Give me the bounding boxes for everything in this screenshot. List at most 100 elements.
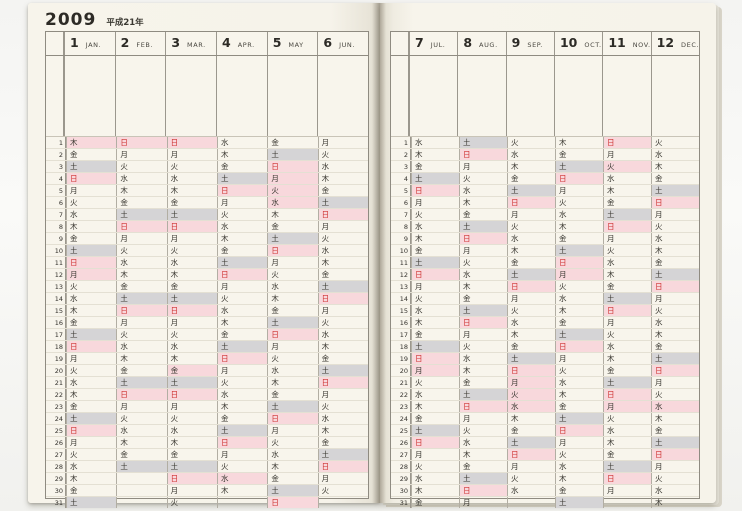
month-header-9: 9 SEP. <box>505 32 554 55</box>
day-cell-m1-d22: 木 <box>66 389 116 400</box>
day-cell-m3-d8: 日 <box>166 221 217 232</box>
day-cell-m3-d28: 土 <box>166 461 217 472</box>
day-cell-m3-d22: 日 <box>166 389 217 400</box>
day-cell-m9-d23: 水 <box>507 401 555 412</box>
day-cell-m6-d12: 金 <box>317 269 368 280</box>
day-number: 21 <box>391 377 411 388</box>
day-number: 28 <box>46 461 66 472</box>
year-header: 2009 平成21年 <box>45 10 144 30</box>
month-number: 7 <box>415 35 424 51</box>
day-cell-m11-d13: 金 <box>603 281 651 292</box>
day-cell-m1-d10: 土 <box>66 245 117 256</box>
day-cell-m6-d13: 土 <box>317 281 368 292</box>
month-abbr: FEB. <box>136 40 154 49</box>
day-cell-m12-d22: 火 <box>651 389 699 400</box>
day-cell-m12-d29: 火 <box>651 473 699 484</box>
day-row-22: 22 水土火木日火 <box>391 389 699 401</box>
day-cell-m6-d4: 木 <box>317 173 368 184</box>
day-cell-m9-d22: 火 <box>507 389 555 400</box>
day-cell-m10-d27: 火 <box>555 449 603 460</box>
day-number: 16 <box>46 317 66 328</box>
day-cell-m6-d24: 水 <box>317 413 368 424</box>
month-header-1: 1 JAN. <box>64 32 115 55</box>
day-cell-m1-d11: 日 <box>66 257 117 268</box>
day-cell-m10-d16: 金 <box>555 317 603 328</box>
day-cell-m4-d6: 月 <box>216 197 267 208</box>
day-cell-m6-d14: 日 <box>317 293 368 304</box>
day-cell-m7-d24: 金 <box>411 413 459 424</box>
notes-cell-month-7 <box>409 56 457 136</box>
day-cell-m4-d4: 土 <box>216 173 268 184</box>
day-cell-empty <box>116 485 166 496</box>
day-cell-m7-d26: 日 <box>411 437 459 448</box>
day-cell-m11-d24: 火 <box>603 413 651 424</box>
day-cell-m2-d13: 金 <box>116 281 166 292</box>
day-row-31: 31 金月 土 木 <box>391 497 699 508</box>
day-cell-m6-d7: 日 <box>317 209 368 220</box>
day-cell-m1-d29: 木 <box>66 473 116 484</box>
day-cell-m7-d16: 木 <box>411 317 459 328</box>
day-cell-m6-d23: 火 <box>317 401 368 412</box>
month-number: 10 <box>559 35 578 51</box>
day-cell-m3-d27: 金 <box>166 449 217 460</box>
day-cell-m6-d8: 月 <box>317 221 368 232</box>
day-cell-m1-d23: 金 <box>66 401 116 412</box>
day-cell-m9-d11: 金 <box>507 257 555 268</box>
day-number: 28 <box>391 461 411 472</box>
day-cell-m4-d7: 火 <box>216 209 267 220</box>
day-cell-m2-d27: 金 <box>116 449 166 460</box>
day-cell-m6-d5: 金 <box>317 185 368 196</box>
day-cell-m8-d4: 火 <box>459 173 507 184</box>
day-cell-m4-d10: 金 <box>216 245 267 256</box>
day-cell-m11-d3: 火 <box>603 161 651 172</box>
day-cell-m8-d16: 日 <box>459 317 507 328</box>
day-number: 7 <box>391 209 411 220</box>
day-cell-m2-d28: 土 <box>116 461 167 472</box>
day-cell-m4-d16: 木 <box>216 317 267 328</box>
day-number: 15 <box>46 305 66 316</box>
month-number: 1 <box>70 35 79 51</box>
day-cell-m10-d23: 金 <box>555 401 603 412</box>
day-cell-m1-d15: 木 <box>66 305 116 316</box>
day-cell-m4-d8: 水 <box>216 221 267 232</box>
day-cell-m5-d7: 木 <box>267 209 317 220</box>
day-cell-m4-d26: 日 <box>216 437 268 448</box>
notes-cell-month-3 <box>165 56 216 136</box>
day-cell-m8-d17: 月 <box>459 329 507 340</box>
day-cell-m2-d21: 土 <box>116 377 167 388</box>
day-cell-m1-d1: 木 <box>66 137 117 148</box>
day-cell-empty <box>603 497 651 508</box>
day-number: 3 <box>391 161 411 172</box>
day-cell-m2-d26: 木 <box>116 437 166 448</box>
day-number: 20 <box>46 365 66 376</box>
day-cell-m4-d20: 月 <box>216 365 267 376</box>
day-number: 4 <box>46 173 66 184</box>
day-cell-m6-d1: 月 <box>317 137 368 148</box>
calendar-table-jan-jun: 1 JAN. 2 FEB. 3 MAR. 4 APR. 5 MAY 6 JUN. 1 木日日水金月 2 金月月… <box>45 31 369 508</box>
day-number: 27 <box>391 449 411 460</box>
day-cell-m8-d28: 金 <box>459 461 507 472</box>
day-row-13: 13 月木日火金日 <box>391 281 699 293</box>
month-abbr: JUL. <box>430 40 446 49</box>
day-cell-m8-d10: 月 <box>459 245 507 256</box>
day-cell-m8-d23: 日 <box>459 401 507 412</box>
day-row-10: 10 金月木土火木 <box>391 245 699 257</box>
day-number: 22 <box>46 389 66 400</box>
day-cell-m9-d8: 火 <box>507 221 555 232</box>
day-number: 6 <box>46 197 66 208</box>
day-cell-m12-d26: 土 <box>651 437 699 448</box>
day-cell-m3-d13: 金 <box>166 281 217 292</box>
day-row-12: 12 日水土月木土 <box>391 269 699 281</box>
day-cell-m11-d14: 土 <box>603 293 651 304</box>
day-cell-m9-d9: 水 <box>507 233 555 244</box>
day-cell-m11-d29: 日 <box>603 473 651 484</box>
day-cell-m3-d15: 日 <box>166 305 217 316</box>
